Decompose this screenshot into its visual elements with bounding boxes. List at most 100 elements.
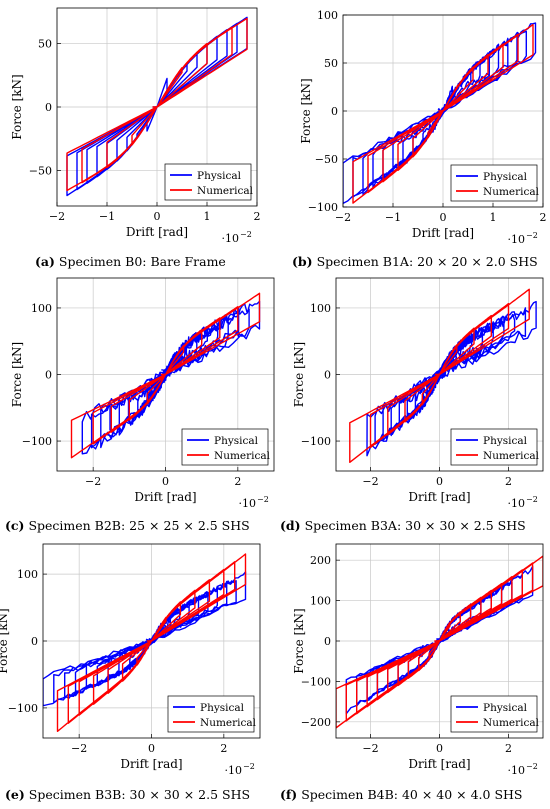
x-multiplier: ·10 (508, 764, 526, 777)
plot-area (43, 553, 247, 732)
x-axis-label: Drift [rad] (134, 490, 196, 504)
y-tick-label: −100 (8, 702, 38, 715)
plot-area (70, 292, 261, 459)
legend-entry-numerical: Numerical (483, 450, 540, 462)
x-tick-label: 1 (204, 210, 211, 223)
y-tick-label: 0 (324, 635, 331, 648)
caption-text: Specimen B2B: 25 × 25 × 2.5 SHS (28, 518, 250, 533)
x-multiplier: ·10 (508, 233, 526, 246)
x-tick-label: 0 (162, 475, 169, 488)
x-tick-label: 2 (234, 475, 241, 488)
caption-text: Specimen B3A: 30 × 30 × 2.5 SHS (304, 518, 526, 533)
x-exponent: −2 (243, 762, 255, 771)
x-tick-label: 2 (505, 475, 512, 488)
y-tick-label: 200 (310, 554, 331, 567)
series-line-numerical (56, 553, 247, 732)
y-tick-label: 0 (31, 635, 38, 648)
legend-box (450, 428, 538, 466)
caption-letter: (b) (292, 254, 313, 269)
x-tick-label: 0 (436, 475, 443, 488)
caption-b: (b) Specimen B1A: 20 × 20 × 2.0 SHS (292, 254, 538, 269)
series-line-numerical (66, 17, 248, 192)
x-multiplier: ·10 (225, 764, 243, 777)
x-tick-label: 0 (148, 742, 155, 755)
legend-entry-numerical: Numerical (200, 717, 257, 729)
plot-area (343, 22, 537, 205)
caption-text: Specimen B0: Bare Frame (58, 254, 226, 269)
legend-box (450, 695, 538, 733)
legend-entry-physical: Physical (483, 171, 528, 183)
series-line-numerical (352, 23, 534, 204)
y-tick-label: −100 (301, 435, 331, 448)
x-exponent: −2 (257, 495, 269, 504)
y-tick-label: −100 (301, 675, 331, 688)
x-tick-label: −2 (362, 742, 378, 755)
caption-text: Specimen B3B: 30 × 30 × 2.5 SHS (28, 787, 251, 802)
legend-entry-numerical: Numerical (197, 185, 254, 197)
legend-box (164, 163, 252, 201)
x-axis-label: Drift [rad] (408, 757, 470, 771)
x-tick-label: 2 (220, 742, 227, 755)
x-tick-label: −2 (335, 211, 351, 224)
series-line-numerical (336, 555, 543, 729)
x-tick-label: −2 (49, 210, 65, 223)
legend-entry-physical: Physical (200, 702, 245, 714)
legend-entry-physical: Physical (483, 435, 528, 447)
y-tick-label: −200 (301, 716, 331, 729)
legend: Physical Numerical (164, 163, 254, 201)
x-tick-label: 2 (254, 210, 261, 223)
y-tick-label: −100 (308, 201, 338, 214)
legend: Physical Numerical (181, 428, 271, 466)
legend-entry-numerical: Numerical (483, 717, 540, 729)
x-exponent: −2 (240, 230, 252, 239)
chart-panel: −2 −1 0 1 2 −100 −50 0 50 100 Drift [rad] Force [kN… (299, 9, 547, 246)
legend-entry-numerical: Numerical (483, 186, 540, 198)
x-tick-label: 2 (505, 742, 512, 755)
y-tick-label: 100 (317, 9, 338, 22)
caption-letter: (e) (5, 787, 25, 802)
y-tick-label: 50 (38, 38, 52, 51)
caption-text: Specimen B1A: 20 × 20 × 2.0 SHS (316, 254, 538, 269)
x-exponent: −2 (526, 762, 538, 771)
y-tick-label: −100 (22, 435, 52, 448)
y-tick-label: 0 (45, 101, 52, 114)
x-axis-label: Drift [rad] (126, 225, 188, 239)
y-tick-label: 0 (324, 369, 331, 382)
x-multiplier: ·10 (222, 232, 240, 245)
y-tick-label: 50 (324, 57, 338, 70)
legend: Physical Numerical (450, 428, 540, 466)
series-line-numerical (349, 288, 530, 463)
legend-entry-physical: Physical (197, 170, 242, 182)
y-axis-label: Force [kN] (10, 342, 24, 407)
legend-entry-numerical: Numerical (214, 450, 271, 462)
caption-d: (d) Specimen B3A: 30 × 30 × 2.5 SHS (280, 518, 526, 533)
x-exponent: −2 (526, 231, 538, 240)
legend-entry-physical: Physical (214, 435, 259, 447)
y-axis-label: Force [kN] (0, 608, 10, 673)
x-tick-label: 0 (440, 211, 447, 224)
caption-e: (e) Specimen B3B: 30 × 30 × 2.5 SHS (5, 787, 250, 802)
series-line-physical (43, 571, 247, 707)
y-axis-label: Force [kN] (10, 74, 24, 139)
legend: Physical Numerical (450, 695, 540, 733)
y-axis-label: Force [kN] (292, 608, 306, 673)
y-tick-label: −50 (29, 164, 52, 177)
x-tick-label: 0 (154, 210, 161, 223)
y-tick-label: 100 (17, 568, 38, 581)
x-tick-label: −2 (71, 742, 87, 755)
x-tick-label: −1 (99, 210, 115, 223)
x-multiplier: ·10 (239, 497, 257, 510)
legend-box (167, 695, 255, 733)
caption-text: Specimen B4B: 40 × 40 × 4.0 SHS (301, 787, 523, 802)
caption-letter: (f) (280, 787, 298, 802)
x-tick-label: −1 (385, 211, 401, 224)
y-tick-label: 100 (310, 595, 331, 608)
caption-letter: (d) (280, 518, 301, 533)
legend-entry-physical: Physical (483, 702, 528, 714)
plot-area (336, 555, 543, 729)
y-tick-label: 0 (331, 105, 338, 118)
legend: Physical Numerical (167, 695, 257, 733)
x-multiplier: ·10 (508, 497, 526, 510)
